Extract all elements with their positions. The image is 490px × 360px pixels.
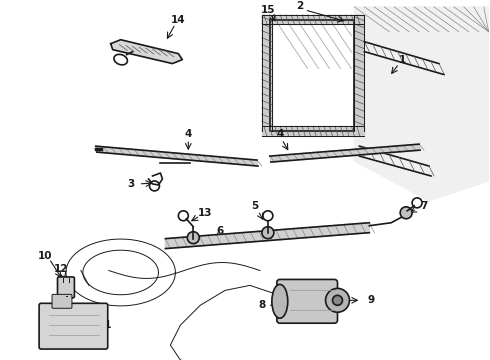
Text: 6: 6 [217,226,224,236]
Text: 7: 7 [420,201,428,211]
Text: 13: 13 [198,208,213,218]
Text: 8: 8 [258,300,266,310]
Text: 4: 4 [185,129,192,139]
FancyBboxPatch shape [39,303,108,349]
Circle shape [325,288,349,312]
Circle shape [262,227,274,239]
Text: 4: 4 [276,129,284,139]
Polygon shape [262,126,365,136]
Polygon shape [262,15,365,24]
Polygon shape [166,223,369,249]
Text: 15: 15 [261,5,275,15]
Polygon shape [111,40,182,64]
Circle shape [400,207,412,219]
Text: 9: 9 [368,295,374,305]
Text: 11: 11 [98,320,112,330]
Text: 3: 3 [127,179,134,189]
FancyBboxPatch shape [57,277,74,298]
Ellipse shape [272,284,288,318]
Polygon shape [354,7,489,201]
Text: 12: 12 [54,265,68,274]
Polygon shape [96,146,258,166]
Text: 2: 2 [296,1,303,11]
Text: 14: 14 [171,15,186,25]
Polygon shape [262,15,272,131]
Circle shape [187,232,199,244]
FancyBboxPatch shape [277,279,338,323]
Circle shape [333,295,343,305]
Text: 1: 1 [398,55,406,64]
Polygon shape [270,144,420,162]
FancyBboxPatch shape [52,294,72,308]
Text: 10: 10 [38,251,52,261]
Polygon shape [354,15,365,131]
Text: 5: 5 [251,201,259,211]
